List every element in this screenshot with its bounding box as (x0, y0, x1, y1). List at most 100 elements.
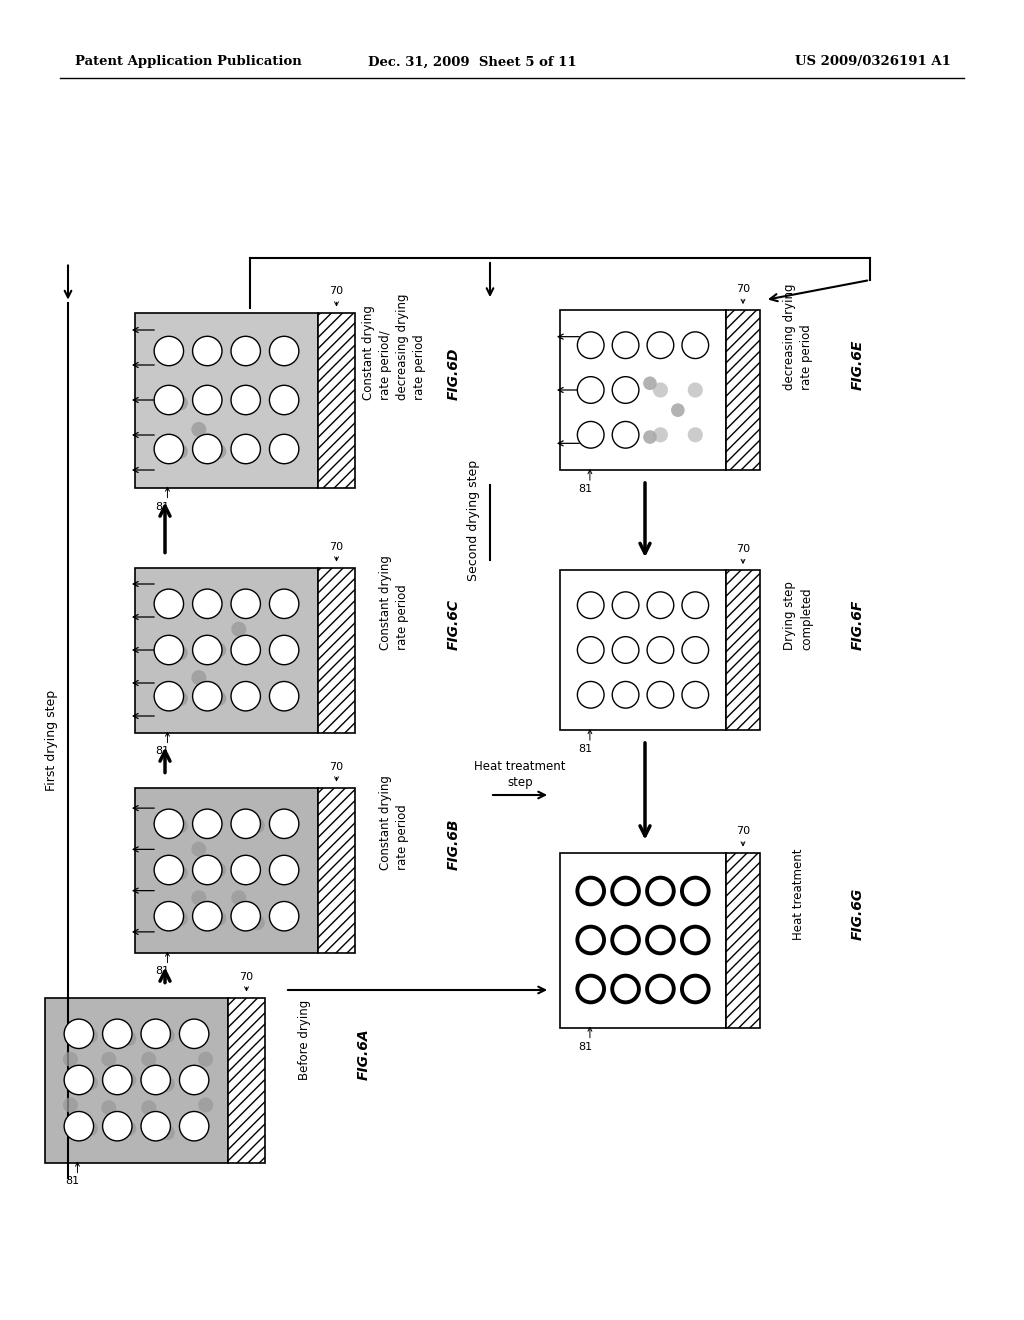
Circle shape (101, 1052, 117, 1067)
Text: FIG.6A: FIG.6A (357, 1028, 371, 1080)
Text: FIG.6B: FIG.6B (447, 818, 461, 870)
Circle shape (612, 927, 639, 953)
Circle shape (647, 331, 674, 359)
Circle shape (155, 681, 183, 711)
Circle shape (653, 383, 668, 397)
Text: 70: 70 (736, 284, 750, 294)
Circle shape (647, 681, 674, 708)
Circle shape (612, 975, 639, 1002)
Circle shape (647, 927, 674, 953)
Circle shape (250, 818, 265, 833)
Circle shape (155, 855, 183, 884)
Circle shape (121, 1031, 136, 1045)
Circle shape (269, 434, 299, 463)
Circle shape (65, 1111, 93, 1140)
Circle shape (269, 635, 299, 665)
Circle shape (102, 1111, 132, 1140)
Circle shape (191, 671, 207, 685)
Circle shape (578, 975, 604, 1002)
Text: Constant drying
rate period: Constant drying rate period (379, 775, 410, 870)
Circle shape (155, 434, 183, 463)
Circle shape (231, 337, 260, 366)
Circle shape (155, 385, 183, 414)
Circle shape (231, 635, 260, 665)
Circle shape (250, 915, 265, 931)
Bar (560, 570, 726, 730)
Text: 81: 81 (156, 966, 170, 977)
Circle shape (647, 975, 674, 1002)
Circle shape (193, 635, 222, 665)
Circle shape (231, 809, 260, 838)
Circle shape (578, 376, 604, 404)
Circle shape (193, 385, 222, 414)
Text: FIG.6F: FIG.6F (851, 599, 865, 649)
Text: US 2009/0326191 A1: US 2009/0326191 A1 (795, 55, 951, 69)
Circle shape (643, 376, 656, 391)
Circle shape (682, 591, 709, 619)
Circle shape (173, 911, 187, 927)
Circle shape (647, 636, 674, 664)
Text: Heat treatment: Heat treatment (792, 849, 805, 940)
Circle shape (173, 444, 187, 459)
Circle shape (160, 1125, 175, 1140)
Text: Before drying: Before drying (298, 999, 310, 1080)
Circle shape (65, 1019, 93, 1048)
Circle shape (578, 591, 604, 619)
Text: Heat treatment
step: Heat treatment step (474, 760, 565, 789)
Circle shape (193, 681, 222, 711)
Circle shape (269, 902, 299, 931)
Circle shape (155, 635, 183, 665)
Circle shape (231, 622, 247, 636)
Text: FIG.6C: FIG.6C (447, 599, 461, 649)
Circle shape (155, 589, 183, 619)
Circle shape (193, 434, 222, 463)
Circle shape (173, 690, 187, 706)
Circle shape (193, 337, 222, 366)
Circle shape (160, 1077, 175, 1092)
Bar (560, 853, 726, 1027)
Circle shape (671, 404, 685, 417)
Bar (135, 788, 318, 953)
Bar (45, 998, 228, 1163)
Circle shape (211, 862, 226, 878)
Text: 81: 81 (578, 484, 592, 494)
Circle shape (612, 591, 639, 619)
Bar (726, 570, 760, 730)
Circle shape (578, 421, 604, 447)
Circle shape (173, 865, 187, 880)
Circle shape (211, 444, 226, 459)
Text: 81: 81 (578, 1041, 592, 1052)
Text: FIG.6E: FIG.6E (851, 339, 865, 389)
Circle shape (682, 636, 709, 664)
Circle shape (231, 434, 260, 463)
Bar (560, 310, 726, 470)
Text: Second drying step: Second drying step (467, 459, 480, 581)
Circle shape (193, 855, 222, 884)
Circle shape (211, 911, 226, 927)
Circle shape (647, 591, 674, 619)
Circle shape (121, 1121, 136, 1137)
Circle shape (141, 1052, 157, 1067)
Circle shape (231, 589, 260, 619)
Text: 81: 81 (66, 1176, 80, 1187)
Circle shape (612, 331, 639, 359)
Circle shape (193, 809, 222, 838)
Circle shape (211, 690, 226, 706)
Circle shape (101, 1100, 117, 1115)
Circle shape (193, 589, 222, 619)
Circle shape (179, 1111, 209, 1140)
Text: 70: 70 (736, 544, 750, 554)
Circle shape (231, 855, 260, 884)
Circle shape (191, 842, 207, 857)
Bar (228, 998, 265, 1163)
Bar (726, 310, 760, 470)
Circle shape (612, 878, 639, 904)
Circle shape (269, 385, 299, 414)
Circle shape (269, 681, 299, 711)
Circle shape (83, 1121, 98, 1137)
Circle shape (578, 636, 604, 664)
Circle shape (578, 878, 604, 904)
Circle shape (121, 1072, 136, 1088)
Circle shape (682, 927, 709, 953)
Bar (318, 568, 355, 733)
